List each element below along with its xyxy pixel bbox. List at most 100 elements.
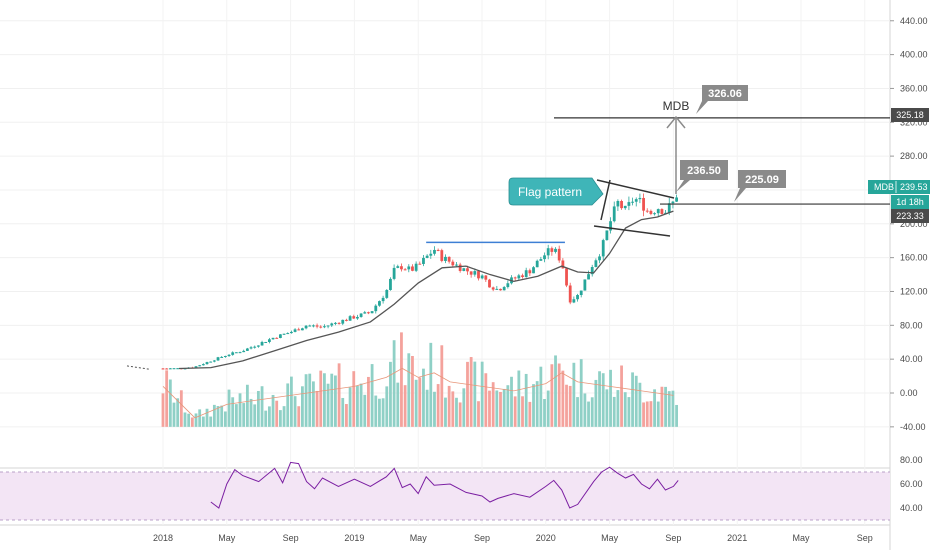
candle-body (598, 256, 601, 261)
volume-bar (308, 373, 312, 427)
volume-bar (517, 370, 521, 427)
support-price-text: 223.33 (896, 211, 924, 221)
candle-body (231, 352, 235, 355)
candle-body (554, 248, 557, 252)
volume-bar (495, 390, 499, 427)
volume-bar (267, 406, 271, 427)
volume-bar (363, 394, 367, 427)
price-pane[interactable] (0, 0, 890, 468)
volume-bar (411, 355, 414, 427)
volume-bar (535, 381, 539, 427)
price-tick-label: 280.00 (900, 151, 928, 161)
candle-body (513, 277, 517, 279)
candle-body (267, 339, 271, 342)
candle-body (334, 322, 337, 324)
resistance-price-text: 325.18 (896, 110, 924, 120)
callout-target[interactable]: 326.06 (696, 85, 748, 114)
candle-body (491, 287, 495, 290)
volume-bar (176, 398, 180, 427)
volume-bar (502, 388, 506, 427)
time-tick-label: Sep (665, 533, 681, 543)
time-tick-label: 2020 (536, 533, 556, 543)
volume-bar (209, 416, 213, 427)
volume-bar (425, 389, 429, 427)
volume-bar (238, 393, 242, 427)
candle-body (484, 275, 488, 280)
candle-body (378, 301, 381, 306)
volume-bar (667, 391, 671, 427)
rsi-tick-label: 60.00 (900, 479, 923, 489)
candle-body (631, 201, 634, 203)
volume-bar (286, 383, 290, 427)
volume-bar (256, 390, 260, 427)
price-tick-label: 40.00 (900, 354, 923, 364)
volume-bar (356, 385, 359, 427)
candle-body (400, 266, 403, 270)
drawings[interactable] (126, 115, 890, 370)
candle-body (198, 365, 202, 367)
callout-support[interactable]: 225.09 (734, 170, 786, 202)
candle-body (212, 360, 216, 362)
candle-body (521, 275, 524, 278)
candle-body (579, 290, 583, 296)
candle-body (286, 333, 290, 335)
candle-body (557, 248, 561, 261)
candle-body (216, 357, 220, 361)
volume-bar (183, 412, 187, 427)
volume-bar (623, 392, 627, 427)
candle-body (517, 275, 521, 279)
candle-body (667, 203, 671, 213)
callout-flag-top[interactable]: 236.50 (676, 160, 728, 192)
volume-bar (396, 382, 400, 427)
candle-body (576, 295, 579, 300)
candle-body (356, 316, 359, 319)
time-tick-label: May (792, 533, 810, 543)
candle-body (411, 266, 414, 271)
volume-bar (484, 373, 488, 427)
candle-body (451, 261, 455, 266)
candle-body (234, 352, 238, 354)
candle-body (304, 325, 308, 329)
candle-body (546, 248, 550, 256)
volume-bar (323, 373, 326, 427)
price-tick-label: 200.00 (900, 219, 928, 229)
rsi-band (0, 472, 890, 520)
candle-body (330, 323, 334, 326)
candle-body (278, 334, 282, 338)
volume-bar (378, 398, 381, 427)
price-tick-label: -40.00 (900, 422, 926, 432)
candle-body (550, 248, 554, 252)
volume-bar (543, 399, 546, 427)
volume-bar (433, 391, 436, 427)
candle-body (172, 368, 176, 370)
volume-bar (407, 353, 411, 427)
volume-bar (444, 397, 447, 427)
volume-bar (168, 379, 172, 427)
volume-bar (400, 332, 403, 427)
volume-bar (264, 410, 268, 427)
candle-body (414, 263, 418, 271)
countdown-text: 1d 18h (896, 197, 924, 207)
volume-bar (664, 386, 667, 427)
volume-bar (345, 404, 348, 427)
volume-bar (605, 389, 609, 427)
candle-body (319, 326, 323, 328)
candle-body (293, 329, 297, 332)
volume-bar (572, 362, 576, 427)
candle-body (168, 368, 172, 370)
candle-body (297, 329, 301, 331)
volume-bar (458, 402, 462, 427)
candle-body (249, 347, 253, 349)
candle-body (209, 361, 213, 363)
flag-pattern-callout[interactable]: Flag pattern (508, 177, 604, 206)
candle-body (466, 268, 469, 272)
time-axis[interactable]: 2018 May Sep 2019 May Sep 2020 May Sep 2021 May Sep (153, 533, 873, 543)
volume-bar (473, 361, 477, 427)
candle-body (223, 355, 227, 357)
volume-bar (201, 416, 205, 427)
time-tick-label: 2021 (727, 533, 747, 543)
volume-bar (293, 396, 297, 427)
volume-bar (312, 381, 315, 427)
price-axis[interactable]: 440.00400.00360.00320.00280.00240.00200.… (890, 16, 928, 432)
